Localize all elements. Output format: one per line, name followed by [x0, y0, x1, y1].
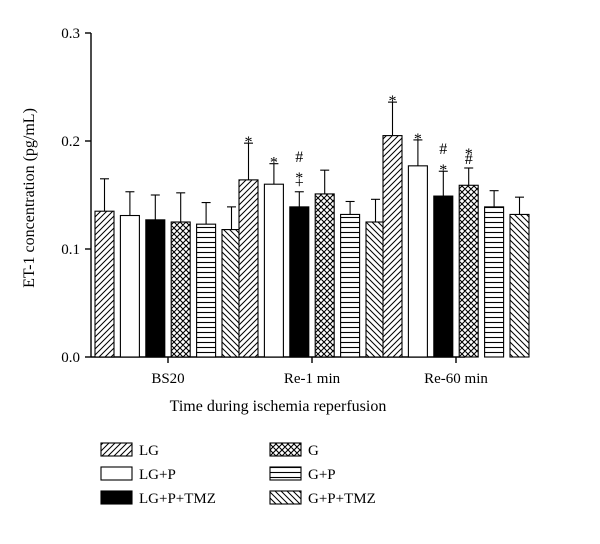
- bar: [145, 219, 166, 358]
- y-axis-label: ET-1 concentration (pg/mL): [21, 108, 38, 288]
- bar: [484, 206, 505, 358]
- legend-label: LG+P: [139, 467, 176, 483]
- x-tick-label: Re-60 min: [424, 371, 488, 387]
- significance-mark: *: [465, 146, 473, 163]
- legend-swatch: [100, 466, 133, 481]
- x-axis-label: Time during ischemia reperfusion: [170, 398, 387, 415]
- x-tick-label: Re-1 min: [284, 371, 341, 387]
- significance-mark: #: [465, 151, 473, 168]
- y-tick-label: 0.2: [61, 134, 80, 150]
- significance-mark: *: [295, 170, 303, 187]
- bar: [221, 229, 242, 358]
- bar: [340, 213, 361, 358]
- significance-mark: *: [270, 155, 278, 172]
- legend-label: LG+P+TMZ: [139, 491, 216, 507]
- bar: [433, 195, 454, 358]
- legend-label: G+P: [308, 467, 336, 483]
- significance-mark: *: [245, 134, 253, 151]
- bar: [289, 206, 310, 358]
- x-tick-label: BS20: [151, 371, 184, 387]
- y-tick-label: 0.0: [61, 350, 80, 366]
- bar: [196, 223, 217, 358]
- legend-swatch: [100, 442, 133, 457]
- legend-label: G: [308, 443, 319, 459]
- bar: [170, 221, 191, 358]
- legend-swatch: [100, 490, 133, 505]
- legend-swatch: [269, 466, 302, 481]
- bar: [314, 193, 335, 358]
- bar: [238, 179, 259, 358]
- bar: [458, 184, 479, 358]
- legend: LG LG+P LG+P+TMZ G G+P G+P+TMZ: [100, 442, 376, 507]
- bar: [382, 135, 403, 358]
- bar: [119, 214, 140, 358]
- significance-mark: *: [439, 162, 447, 179]
- significance-mark: *: [414, 131, 422, 148]
- legend-swatch: [269, 490, 302, 505]
- bar: [94, 210, 115, 358]
- significance-mark: *: [389, 93, 397, 110]
- bar: [509, 213, 530, 358]
- y-tick-label: 0.1: [61, 242, 80, 258]
- bar: [365, 221, 386, 358]
- significance-mark: #: [439, 141, 447, 158]
- significance-mark: #: [295, 149, 303, 166]
- legend-label: LG: [139, 443, 159, 459]
- y-tick-label: 0.3: [61, 26, 80, 42]
- bar: [407, 165, 428, 358]
- bars: ** #*+**#**#: [94, 93, 530, 358]
- significance-mark: +: [295, 175, 304, 192]
- legend-swatch: [269, 442, 302, 457]
- bar: [263, 183, 284, 358]
- legend-label: G+P+TMZ: [308, 491, 376, 507]
